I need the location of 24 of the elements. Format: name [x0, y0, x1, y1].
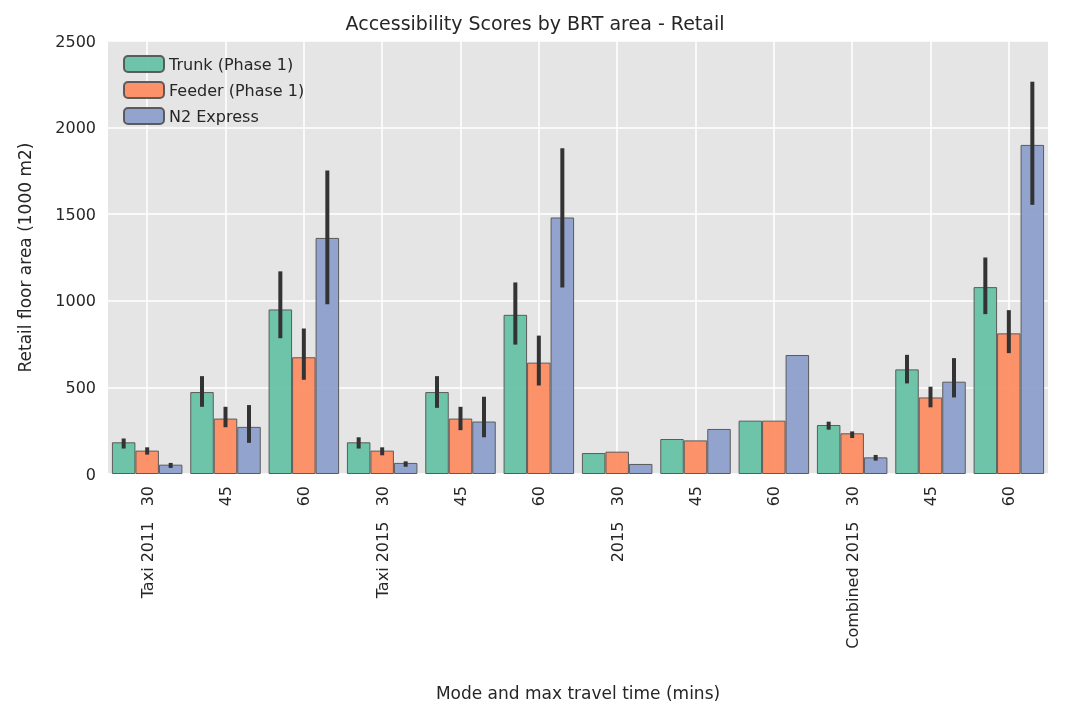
x-axis-title: Mode and max travel time (mins) — [435, 682, 721, 703]
x-tick-label: 45 — [921, 486, 940, 507]
x-tick-label: Taxi 2011 30 — [137, 486, 157, 600]
y-tick-label: 1500 — [55, 204, 96, 224]
legend-label: Trunk (Phase 1) — [168, 54, 294, 74]
y-tick-label: 2500 — [55, 31, 96, 51]
legend-label: N2 Express — [169, 106, 259, 126]
chart-title: Accessibility Scores by BRT area - Retail — [345, 11, 725, 34]
y-tick-label: 0 — [85, 464, 96, 484]
x-tick-label: 45 — [451, 486, 470, 507]
y-tick-label: 1000 — [55, 291, 96, 311]
y-tick-label: 500 — [65, 377, 96, 397]
x-tick-label: 45 — [216, 486, 235, 507]
x-tick-label: 60 — [999, 486, 1019, 507]
x-tick-label: 60 — [764, 486, 784, 507]
x-tick-label: 2015 30 — [607, 486, 627, 563]
x-tick-label: 60 — [294, 486, 314, 507]
x-tick-label: Taxi 2015 30 — [372, 486, 392, 600]
x-tick-label: 60 — [529, 486, 549, 507]
x-tick-label: Combined 2015 30 — [842, 486, 862, 649]
y-tick-label: 2000 — [55, 118, 96, 138]
x-tick-label: 45 — [686, 486, 705, 507]
legend-label: Feeder (Phase 1) — [169, 80, 305, 100]
y-axis-title: Retail floor area (1000 m2) — [14, 142, 35, 373]
